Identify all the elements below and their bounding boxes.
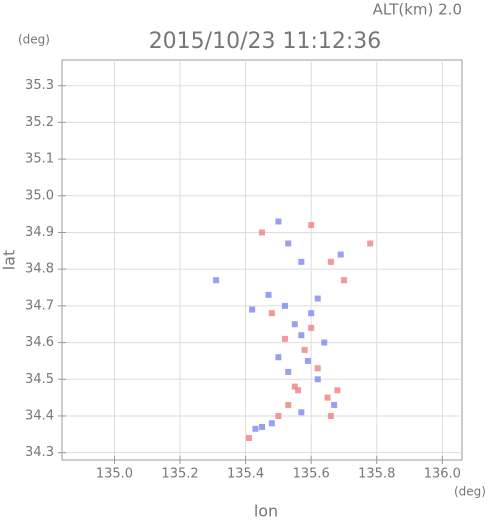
y-tick-label: 34.9 [25, 225, 54, 240]
echo-cell [285, 401, 292, 408]
echo-cell [213, 277, 220, 284]
y-tick-label: 34.5 [25, 372, 54, 387]
echo-cell [314, 365, 321, 372]
echo-cell [245, 434, 252, 441]
echo-cell [259, 423, 265, 430]
echo-cell [275, 354, 282, 361]
echo-cell [295, 387, 302, 394]
echo-cell [285, 368, 292, 375]
echo-cell [259, 229, 265, 236]
y-tick-label: 35.2 [25, 115, 54, 130]
y-tick-label: 34.7 [25, 298, 54, 313]
echo-cell [337, 251, 344, 258]
y-tick-label: 34.4 [25, 408, 54, 423]
x-tick-label: 135.4 [227, 467, 264, 482]
y-tick-label: 34.8 [25, 262, 54, 277]
echo-cell [281, 335, 288, 342]
y-tick-label: 35.1 [25, 152, 54, 167]
x-unit: (deg) [454, 485, 486, 499]
y-tick-label: 35.0 [25, 188, 54, 203]
y-tick-label: 34.3 [25, 445, 54, 460]
echo-cell [291, 383, 298, 390]
echo-cell [324, 394, 331, 401]
echo-cell [327, 258, 334, 265]
echo-cell [308, 324, 315, 331]
echo-cell [308, 310, 315, 317]
altitude-label: ALT(km) 2.0 [373, 1, 462, 19]
echo-cell [268, 310, 275, 317]
echo-cell [314, 295, 321, 302]
x-tick-label: 135.6 [293, 467, 330, 482]
echo-cell [334, 387, 341, 394]
x-tick-label: 135.2 [161, 467, 198, 482]
x-tick-label: 135.8 [358, 467, 395, 482]
echo-cell [268, 420, 275, 427]
echo-cell [340, 277, 347, 284]
y-axis-label: lat [0, 250, 19, 271]
echo-cell [291, 321, 298, 328]
x-axis-label: lon [254, 502, 278, 521]
echo-cell [285, 240, 292, 247]
x-tick-label: 136.0 [424, 467, 461, 482]
echo-cell [275, 412, 282, 419]
echo-cell [249, 306, 256, 313]
y-tick-label: 34.6 [25, 335, 54, 350]
echo-cell [275, 218, 282, 225]
chart-title: 2015/10/23 11:12:36 [149, 29, 382, 54]
echo-cell [314, 376, 321, 383]
plot-frame [61, 59, 463, 461]
echo-cell [327, 412, 334, 419]
echo-cell [304, 357, 311, 364]
echo-cell [301, 346, 308, 353]
echo-cell [281, 302, 288, 309]
y-tick-label: 35.3 [25, 78, 54, 93]
echo-cell [298, 258, 305, 265]
echo-cell [298, 409, 305, 416]
echo-cell [331, 401, 338, 408]
echo-cell [252, 425, 259, 432]
y-unit: (deg) [18, 33, 50, 47]
echo-cell [367, 240, 374, 247]
echo-cell [298, 332, 305, 339]
echo-cell [308, 222, 315, 229]
x-tick-label: 135.0 [96, 467, 133, 482]
echo-cell [265, 291, 272, 298]
echo-cell [321, 339, 328, 346]
